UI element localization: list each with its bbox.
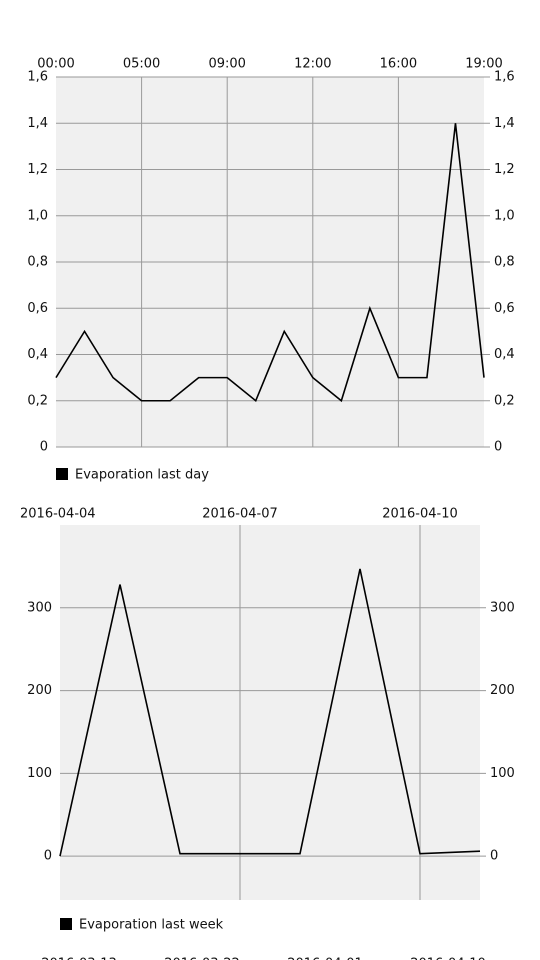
legend-swatch <box>56 468 68 480</box>
x-tick-label: 16:00 <box>380 57 417 72</box>
y-tick-label: 0,4 <box>27 347 48 362</box>
y-tick-label-right: 1,4 <box>494 116 515 131</box>
x-tick-label: 2016-04-10 <box>410 957 486 960</box>
y-tick-label: 0,8 <box>27 255 48 270</box>
x-tick-label: 00:00 <box>37 57 74 72</box>
y-tick-label: 200 <box>27 683 52 698</box>
x-tick-label: 2016-04-07 <box>202 507 278 522</box>
y-tick-label-right: 300 <box>490 600 515 615</box>
data-line <box>59 568 481 857</box>
data-line <box>55 123 485 403</box>
y-tick-label-right: 1,2 <box>494 162 515 177</box>
x-tick-label: 2016-04-10 <box>382 507 458 522</box>
y-tick-label: 0 <box>44 849 52 864</box>
y-tick-label: 0,2 <box>27 393 48 408</box>
x-tick-label: 2016-03-22 <box>164 957 240 960</box>
y-tick-label: 1,4 <box>27 116 48 131</box>
y-tick-label-right: 0,8 <box>494 255 515 270</box>
y-tick-label: 0 <box>40 440 48 455</box>
y-tick-label: 300 <box>27 600 52 615</box>
y-tick-label-right: 0,4 <box>494 347 515 362</box>
y-tick-label-right: 100 <box>490 766 515 781</box>
x-tick-label: 19:00 <box>465 57 502 72</box>
y-tick-label: 1,0 <box>27 208 48 223</box>
x-tick-label: 09:00 <box>208 57 245 72</box>
x-tick-label: 05:00 <box>123 57 160 72</box>
legend-label: Evaporation last day <box>75 468 209 483</box>
y-tick-label-right: 1,6 <box>494 70 515 85</box>
plot-area <box>60 525 480 900</box>
y-tick-label: 0,6 <box>27 301 48 316</box>
y-tick-label: 1,2 <box>27 162 48 177</box>
y-tick-label-right: 200 <box>490 683 515 698</box>
y-tick-label-right: 1,0 <box>494 208 515 223</box>
legend-label: Evaporation last week <box>79 918 224 933</box>
legend-swatch <box>60 918 72 930</box>
y-tick-label-right: 0 <box>494 440 502 455</box>
x-tick-label: 12:00 <box>294 57 331 72</box>
y-tick-label-right: 0 <box>490 849 498 864</box>
x-tick-label: 2016-03-13 <box>41 957 117 960</box>
y-tick-label: 100 <box>27 766 52 781</box>
y-tick-label-right: 0,6 <box>494 301 515 316</box>
y-tick-label-right: 0,2 <box>494 393 515 408</box>
y-tick-label: 1,6 <box>27 70 48 85</box>
x-tick-label: 2016-04-04 <box>20 507 96 522</box>
x-tick-label: 2016-04-01 <box>287 957 363 960</box>
